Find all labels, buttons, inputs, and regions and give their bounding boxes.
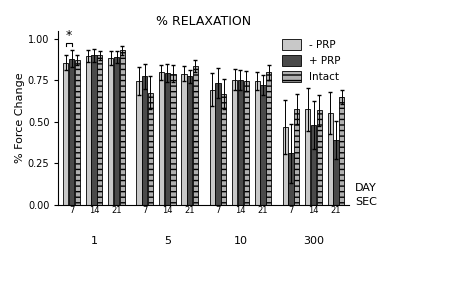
Bar xyxy=(170,74,175,205)
Bar xyxy=(255,81,260,205)
Bar xyxy=(260,85,265,205)
Text: 5: 5 xyxy=(164,236,171,247)
Bar xyxy=(339,97,345,205)
Bar xyxy=(159,72,164,205)
Text: *: * xyxy=(65,29,72,42)
Title: % RELAXATION: % RELAXATION xyxy=(156,15,251,28)
Text: SEC: SEC xyxy=(355,197,377,207)
Bar xyxy=(75,61,80,205)
Bar xyxy=(69,59,74,205)
Bar xyxy=(311,125,316,205)
Bar xyxy=(283,127,288,205)
Bar xyxy=(187,76,192,205)
Bar xyxy=(215,83,220,205)
Bar xyxy=(221,94,226,205)
Text: DAY: DAY xyxy=(355,183,377,193)
Legend: - PRP, + PRP, Intact: - PRP, + PRP, Intact xyxy=(279,36,344,85)
Bar xyxy=(182,74,187,205)
Bar xyxy=(317,110,322,205)
Bar xyxy=(328,113,333,205)
Bar xyxy=(91,55,97,205)
Bar xyxy=(244,81,249,205)
Bar xyxy=(97,55,102,205)
Bar xyxy=(266,72,271,205)
Bar xyxy=(137,81,142,205)
Text: 1: 1 xyxy=(91,236,98,247)
Bar xyxy=(142,76,147,205)
Y-axis label: % Force Change: % Force Change xyxy=(15,72,25,163)
Bar xyxy=(305,109,310,205)
Bar xyxy=(294,109,300,205)
Bar xyxy=(164,73,170,205)
Text: 10: 10 xyxy=(233,236,247,247)
Bar xyxy=(289,154,294,205)
Bar xyxy=(108,58,113,205)
Text: 300: 300 xyxy=(303,236,324,247)
Bar xyxy=(333,140,339,205)
Bar xyxy=(232,79,237,205)
Bar xyxy=(86,56,91,205)
Bar xyxy=(63,63,68,205)
Bar xyxy=(114,57,119,205)
Bar xyxy=(148,93,153,205)
Bar xyxy=(238,80,243,205)
Bar xyxy=(119,51,125,205)
Bar xyxy=(193,66,198,205)
Bar xyxy=(210,90,215,205)
